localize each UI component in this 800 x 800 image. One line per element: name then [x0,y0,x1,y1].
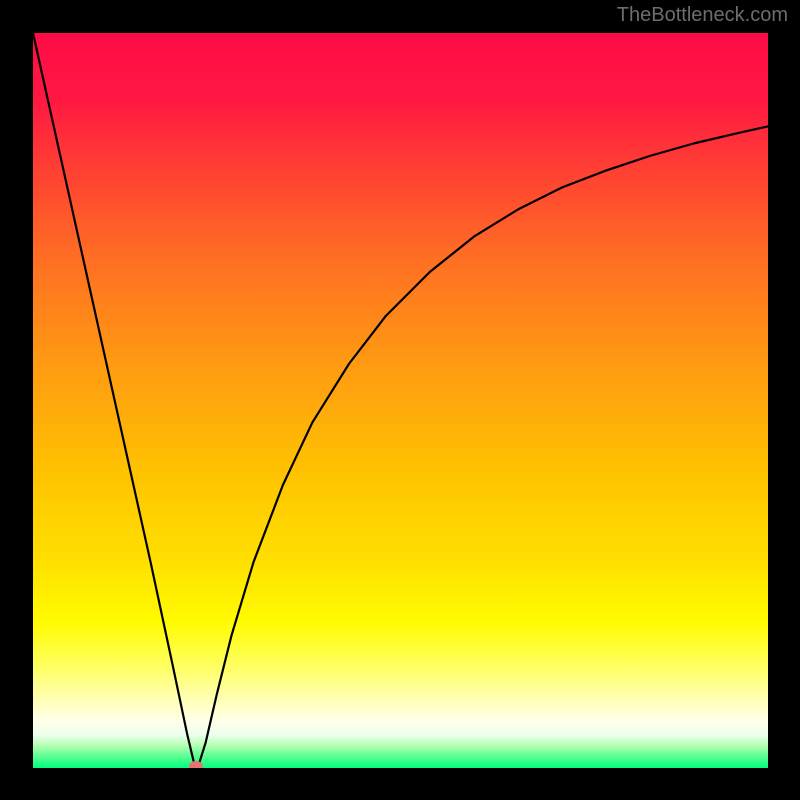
bottleneck-curve [33,33,768,768]
optimum-marker [189,761,203,768]
watermark-text: TheBottleneck.com [617,4,788,27]
chart-plot-area [33,33,768,768]
